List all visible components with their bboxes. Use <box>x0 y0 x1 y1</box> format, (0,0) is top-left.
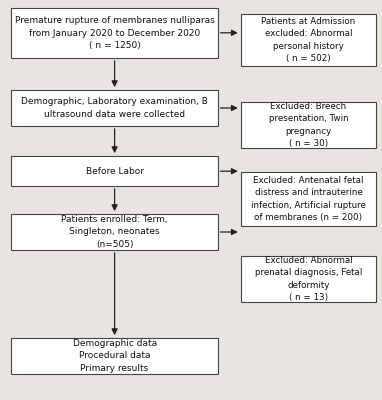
FancyBboxPatch shape <box>241 172 376 226</box>
Text: Patients at Admission
excluded: Abnormal
personal history
( n = 502): Patients at Admission excluded: Abnormal… <box>261 17 356 63</box>
FancyBboxPatch shape <box>241 256 376 302</box>
FancyBboxPatch shape <box>241 102 376 148</box>
Text: Excluded: Abnormal
prenatal diagnosis, Fetal
deformity
( n = 13): Excluded: Abnormal prenatal diagnosis, F… <box>255 256 362 302</box>
Text: Demographic, Laboratory examination, B
ultrasound data were collected: Demographic, Laboratory examination, B u… <box>21 98 208 118</box>
Text: Premature rupture of membranes nulliparas
from January 2020 to December 2020
( n: Premature rupture of membranes nullipara… <box>15 16 214 50</box>
Text: Demographic data
Procedural data
Primary results: Demographic data Procedural data Primary… <box>73 339 157 373</box>
FancyBboxPatch shape <box>11 338 218 374</box>
Text: Patients enrolled: Term,
Singleton, neonates
(n=505): Patients enrolled: Term, Singleton, neon… <box>61 215 168 249</box>
FancyBboxPatch shape <box>241 14 376 66</box>
FancyBboxPatch shape <box>11 8 218 58</box>
Text: Before Labor: Before Labor <box>86 166 144 176</box>
Text: Excluded: Antenatal fetal
distress and intrauterine
infection, Artificial ruptur: Excluded: Antenatal fetal distress and i… <box>251 176 366 222</box>
Text: Excluded: Breech
presentation, Twin
pregnancy
( n = 30): Excluded: Breech presentation, Twin preg… <box>269 102 348 148</box>
FancyBboxPatch shape <box>11 90 218 126</box>
FancyBboxPatch shape <box>11 156 218 186</box>
FancyBboxPatch shape <box>11 214 218 250</box>
